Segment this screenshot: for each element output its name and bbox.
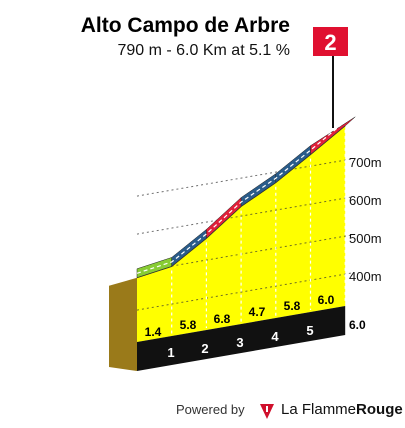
footer: Powered by La FlammeRouge — [0, 400, 405, 422]
elevation-gridline — [136, 158, 352, 197]
y-tick-label: 500m — [349, 231, 382, 246]
climb-profile-chart: 2 400m 500m 600m 700m 1.4 5.8 6.8 4.7 5.… — [109, 27, 382, 371]
climb-title: Alto Campo de Arbre — [80, 14, 290, 37]
climb-subtitle: 790 m - 6.0 Km at 5.1 % — [117, 42, 290, 59]
elevation-gridline — [136, 272, 352, 311]
y-axis-labels: 400m 500m 600m 700m — [349, 155, 382, 284]
profile-layer — [109, 116, 356, 371]
km-mark-label: 3 — [236, 335, 243, 350]
total-distance-label: 6.0 — [349, 318, 366, 332]
gradient-label: 5.8 — [180, 318, 197, 332]
y-tick-label: 700m — [349, 155, 382, 170]
gradient-label: 6.8 — [214, 312, 231, 326]
gradient-label: 5.8 — [284, 299, 301, 313]
km-mark-label: 4 — [271, 329, 279, 344]
y-tick-label: 400m — [349, 269, 382, 284]
brand-logo-text[interactable]: La FlammeRouge — [281, 401, 403, 418]
profile-ridge-line — [136, 120, 346, 274]
y-tick-label: 600m — [349, 193, 382, 208]
km-mark-label: 2 — [201, 341, 208, 356]
km-mark-label: 1 — [167, 345, 174, 360]
profile-front-face — [137, 125, 346, 342]
gradient-label: 4.7 — [249, 305, 266, 319]
elevation-gridline — [136, 196, 352, 235]
gradient-labels: 1.4 5.8 6.8 4.7 5.8 6.0 — [145, 293, 335, 339]
gradient-label: 6.0 — [318, 293, 335, 307]
profile-top-edge — [136, 125, 346, 279]
brand-name-part-bold: Rouge — [356, 401, 403, 418]
flame-icon — [260, 404, 274, 419]
km-mark-label: 5 — [306, 323, 313, 338]
profile-base — [137, 306, 346, 371]
km-labels: 1 2 3 4 5 6.0 — [167, 318, 366, 360]
stage-flag-label: 2 — [324, 30, 336, 55]
stage-flag — [313, 27, 348, 56]
gradient-label: 1.4 — [145, 325, 162, 339]
brand-name-part: La Flamme — [281, 401, 357, 418]
profile-side-face — [109, 277, 137, 371]
powered-by-text: Powered by — [176, 402, 245, 417]
